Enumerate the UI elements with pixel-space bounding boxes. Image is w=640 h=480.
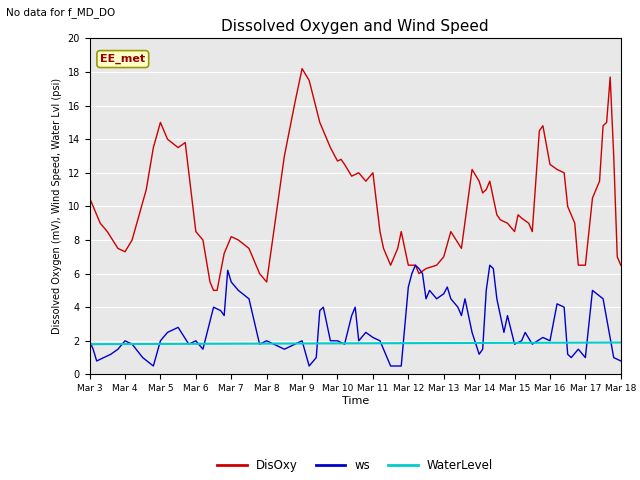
DisOxy xyxy=(121,249,129,254)
Legend: DisOxy, ws, WaterLevel: DisOxy, ws, WaterLevel xyxy=(212,454,498,477)
Title: Dissolved Oxygen and Wind Speed: Dissolved Oxygen and Wind Speed xyxy=(221,20,489,35)
ws xyxy=(90,347,97,352)
ws xyxy=(86,338,93,344)
Line: ws: ws xyxy=(90,265,621,366)
ws xyxy=(387,363,394,369)
DisOxy xyxy=(376,229,384,235)
Text: No data for f_MD_DO: No data for f_MD_DO xyxy=(6,7,116,18)
Line: DisOxy: DisOxy xyxy=(90,69,621,290)
DisOxy xyxy=(617,262,625,268)
ws xyxy=(150,363,157,369)
DisOxy xyxy=(90,204,97,209)
ws xyxy=(518,338,525,344)
DisOxy xyxy=(525,220,532,226)
DisOxy xyxy=(394,246,401,252)
X-axis label: Time: Time xyxy=(342,396,369,406)
DisOxy xyxy=(546,161,554,167)
ws xyxy=(497,313,504,319)
Text: EE_met: EE_met xyxy=(100,54,145,64)
DisOxy xyxy=(298,66,306,72)
ws xyxy=(114,347,122,352)
ws xyxy=(412,262,419,268)
DisOxy xyxy=(86,195,93,201)
Y-axis label: Dissolved Oxygen (mV), Wind Speed, Water Lvl (psi): Dissolved Oxygen (mV), Wind Speed, Water… xyxy=(52,78,62,335)
DisOxy xyxy=(210,288,218,293)
ws xyxy=(617,358,625,364)
ws xyxy=(355,338,363,344)
